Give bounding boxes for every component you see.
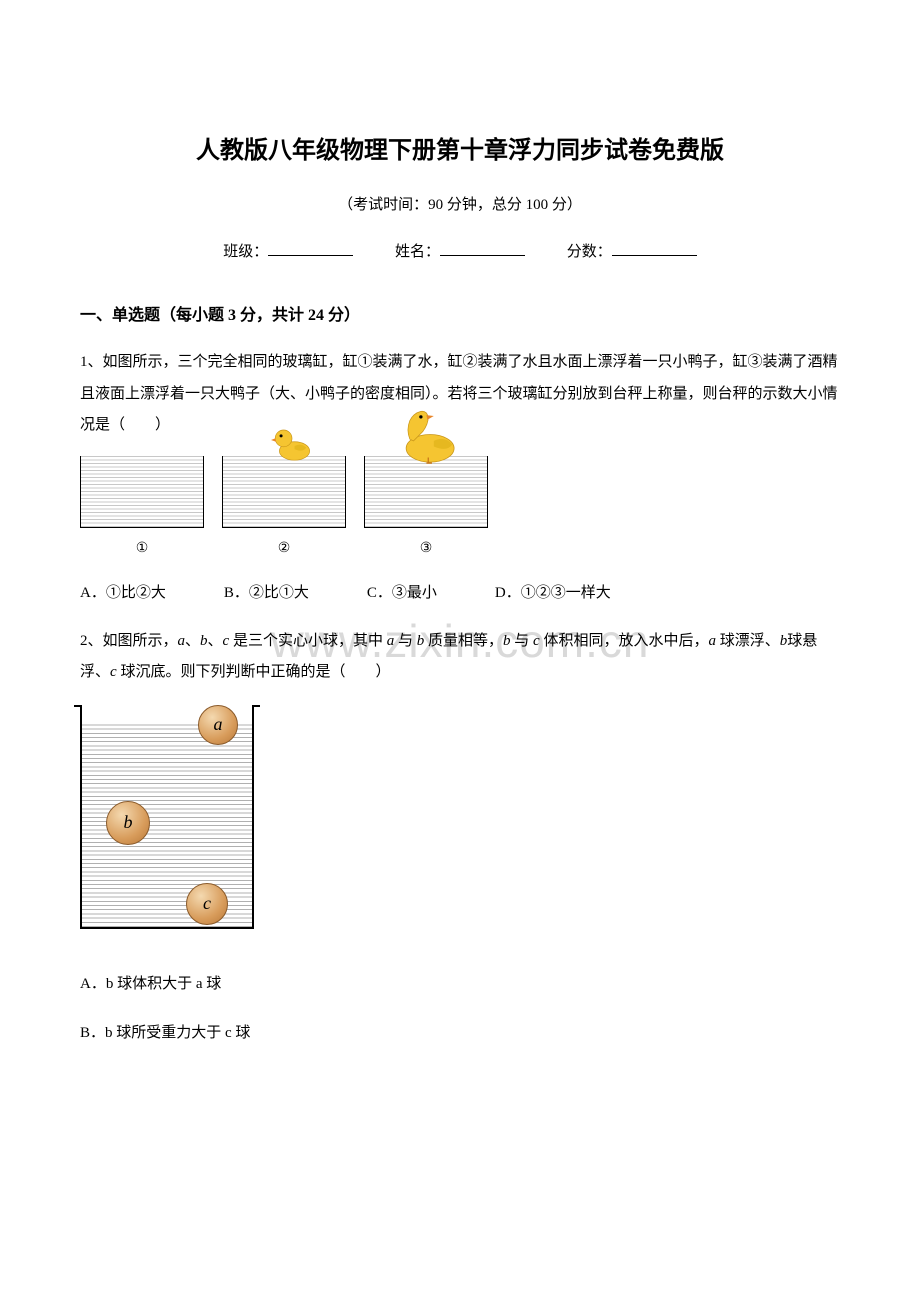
question-1: 1、如图所示，三个完全相同的玻璃缸，缸①装满了水，缸②装满了水且水面上漂浮着一只… <box>80 347 840 563</box>
tank-1-group: ① <box>80 456 204 563</box>
q2-option-a: A．b 球体积大于 a 球 <box>80 969 840 1001</box>
q2-var-c3: c <box>110 664 117 680</box>
q2-figure: a b c <box>80 705 840 929</box>
exam-subtitle: （考试时间：90 分钟，总分 100 分） <box>80 193 840 214</box>
q2-sep1: 、 <box>185 633 200 649</box>
tank-3-label: ③ <box>420 534 433 563</box>
q2-prefix: 2、如图所示， <box>80 633 178 649</box>
ball-c: c <box>186 883 228 925</box>
duck-large-icon <box>393 404 458 464</box>
q2-p2: 质量相等， <box>424 633 503 649</box>
score-blank <box>612 255 697 256</box>
class-label: 班级： <box>223 244 268 260</box>
q2-var-b3: b <box>503 633 511 649</box>
q1-option-c: C．③最小 <box>367 581 437 602</box>
duck-small-icon <box>271 424 313 462</box>
name-label: 姓名： <box>395 244 440 260</box>
q1-option-b: B．②比①大 <box>224 581 309 602</box>
q2-text: 2、如图所示，a、b、c 是三个实心小球，其中 a 与 b 质量相等，b 与 c… <box>80 626 840 689</box>
tank-2-group: ② <box>222 456 346 563</box>
q2-var-c2: c <box>533 633 540 649</box>
q2-var-a3: a <box>708 633 716 649</box>
beaker-rim-left <box>74 705 82 707</box>
tank-3-group: ③ <box>364 456 488 563</box>
class-blank <box>268 255 353 256</box>
q2-mid: 是三个实心小球，其中 <box>229 633 387 649</box>
q2-var-b1: b <box>200 633 208 649</box>
ball-a: a <box>198 705 238 745</box>
tank-1-label: ① <box>136 534 149 563</box>
tank-1 <box>80 456 204 528</box>
q2-p6: 球沉底。则下列判断中正确的是（ ） <box>117 664 391 680</box>
tank-2-label: ② <box>278 534 291 563</box>
beaker: a b c <box>80 705 254 929</box>
q2-p3: 体积相同，放入水中后， <box>540 633 709 649</box>
tank-3 <box>364 456 488 528</box>
name-blank <box>440 255 525 256</box>
q2-sep2: 、 <box>208 633 223 649</box>
q2-and1: 与 <box>394 633 417 649</box>
student-info-line: 班级： 姓名： 分数： <box>80 240 840 261</box>
beaker-rim-right <box>252 705 260 707</box>
page-title: 人教版八年级物理下册第十章浮力同步试卷免费版 <box>80 130 840 165</box>
q1-options: A．①比②大 B．②比①大 C．③最小 D．①②③一样大 <box>80 581 840 602</box>
q1-option-d: D．①②③一样大 <box>495 581 611 602</box>
q2-p4: 球漂浮、 <box>716 633 780 649</box>
tank-2 <box>222 456 346 528</box>
q1-figure: ① ② <box>80 456 840 563</box>
q2-var-a1: a <box>178 633 186 649</box>
ball-b: b <box>106 801 150 845</box>
q2-and2: 与 <box>511 633 534 649</box>
q1-text: 1、如图所示，三个完全相同的玻璃缸，缸①装满了水，缸②装满了水且水面上漂浮着一只… <box>80 347 840 442</box>
q2-option-b: B．b 球所受重力大于 c 球 <box>80 1018 840 1050</box>
question-2: 2、如图所示，a、b、c 是三个实心小球，其中 a 与 b 质量相等，b 与 c… <box>80 626 840 1050</box>
section-heading: 一、单选题（每小题 3 分，共计 24 分） <box>80 301 840 325</box>
q1-option-a: A．①比②大 <box>80 581 166 602</box>
score-label: 分数： <box>567 244 612 260</box>
